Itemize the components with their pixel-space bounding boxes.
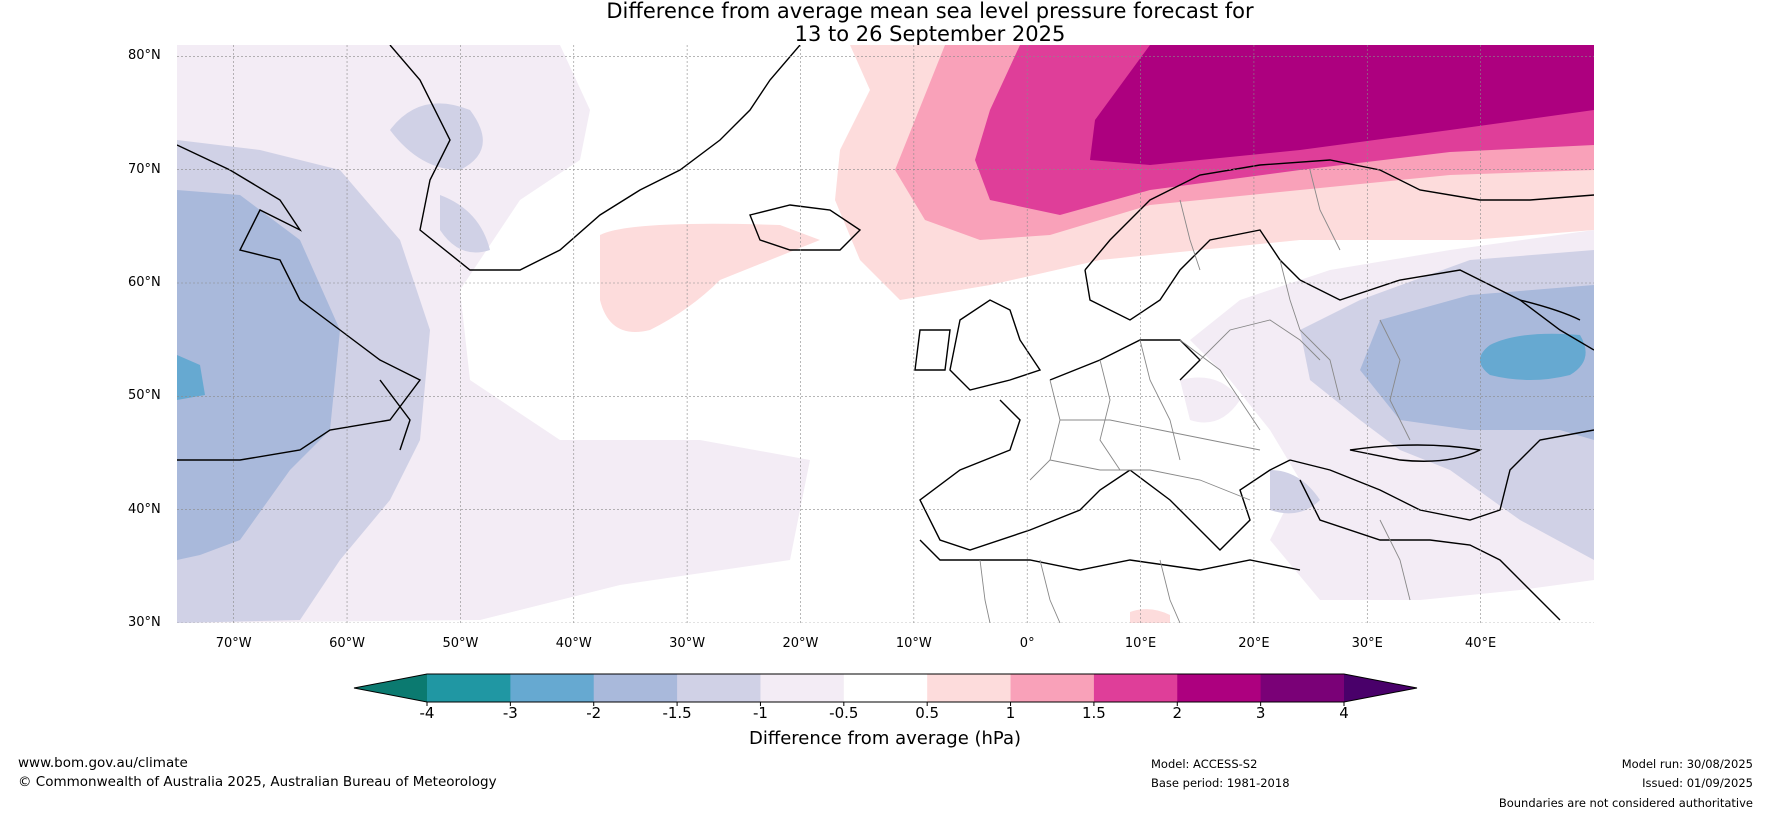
colorbar-segment — [593, 674, 678, 702]
longitude-label: 50°W — [442, 636, 479, 651]
longitude-label: 20°W — [782, 636, 819, 651]
colorbar-tick-label: 3 — [1255, 704, 1266, 722]
colorbar-segment — [1010, 674, 1095, 702]
longitude-label: 0° — [1019, 636, 1035, 651]
colorbar-tick-label: -3 — [502, 704, 518, 722]
map-title-line-2: 13 to 26 September 2025 — [794, 22, 1066, 46]
colorbar-segment — [677, 674, 761, 702]
colorbar-tick-label: 0.5 — [915, 704, 940, 722]
latitude-label: 50°N — [128, 388, 161, 404]
colorbar-tick-label: -0.5 — [829, 704, 859, 722]
map-plot-area — [177, 45, 1594, 623]
latitude-label: 40°N — [128, 501, 161, 517]
boundaries-disclaimer: Boundaries are not considered authoritat… — [1498, 796, 1753, 810]
graticule — [177, 45, 1594, 623]
colorbar-tick-label: -4 — [419, 704, 435, 722]
colorbar-tick-label: 1.5 — [1081, 704, 1106, 722]
longitude-label: 30°W — [669, 636, 706, 651]
longitude-label: 70°W — [215, 636, 252, 651]
colorbar-tick-label: -2 — [586, 704, 602, 722]
colorbar-extend-min — [354, 674, 427, 702]
issued-date: Issued: 01/09/2025 — [1642, 776, 1753, 790]
longitude-label: 30°E — [1351, 636, 1383, 651]
map-title-line-1: Difference from average mean sea level p… — [606, 0, 1254, 23]
colorbar-segment — [843, 674, 928, 702]
colorbar-segment — [427, 674, 511, 702]
colorbar-segment — [510, 674, 595, 702]
colorbar-tick-label: 1 — [1005, 704, 1016, 722]
latitude-label: 30°N — [128, 615, 161, 630]
colorbar-label: Difference from average (hPa) — [748, 728, 1022, 749]
colorbar-tick-label: -1 — [752, 704, 768, 722]
colorbar-extend-max — [1344, 674, 1417, 702]
model-run-date: Model run: 30/08/2025 — [1621, 757, 1753, 771]
latitude-label: 80°N — [128, 48, 161, 64]
copyright-text: © Commonwealth of Australia 2025, Austra… — [18, 774, 497, 790]
website-link[interactable]: www.bom.gov.au/climate — [18, 755, 188, 771]
base-period: Base period: 1981-2018 — [1151, 776, 1290, 790]
coastlines — [177, 45, 1594, 621]
colorbar-tick-label: 2 — [1172, 704, 1183, 722]
latitude-label: 60°N — [128, 275, 161, 290]
colorbar-segment — [760, 674, 845, 702]
latitude-label: 70°N — [128, 161, 161, 177]
model-name: Model: ACCESS-S2 — [1151, 757, 1258, 771]
colorbar-segment — [927, 674, 1012, 702]
longitude-label: 60°W — [329, 636, 365, 651]
longitude-label: 40°E — [1464, 636, 1497, 651]
negative-anomaly-west — [177, 45, 810, 623]
negative-anomaly-east — [1130, 230, 1594, 623]
longitude-label: 10°W — [895, 636, 932, 651]
country-borders — [979, 169, 1411, 623]
longitude-label: 20°E — [1238, 636, 1270, 651]
colorbar-tick-label: 4 — [1339, 704, 1349, 722]
longitude-label: 10°E — [1124, 636, 1157, 651]
colorbar-segment — [1177, 674, 1262, 702]
colorbar-tick-label: -1.5 — [662, 704, 692, 722]
colorbar-segment — [1260, 674, 1345, 702]
colorbar-segment — [1093, 674, 1178, 702]
longitude-label: 40°W — [555, 636, 592, 651]
